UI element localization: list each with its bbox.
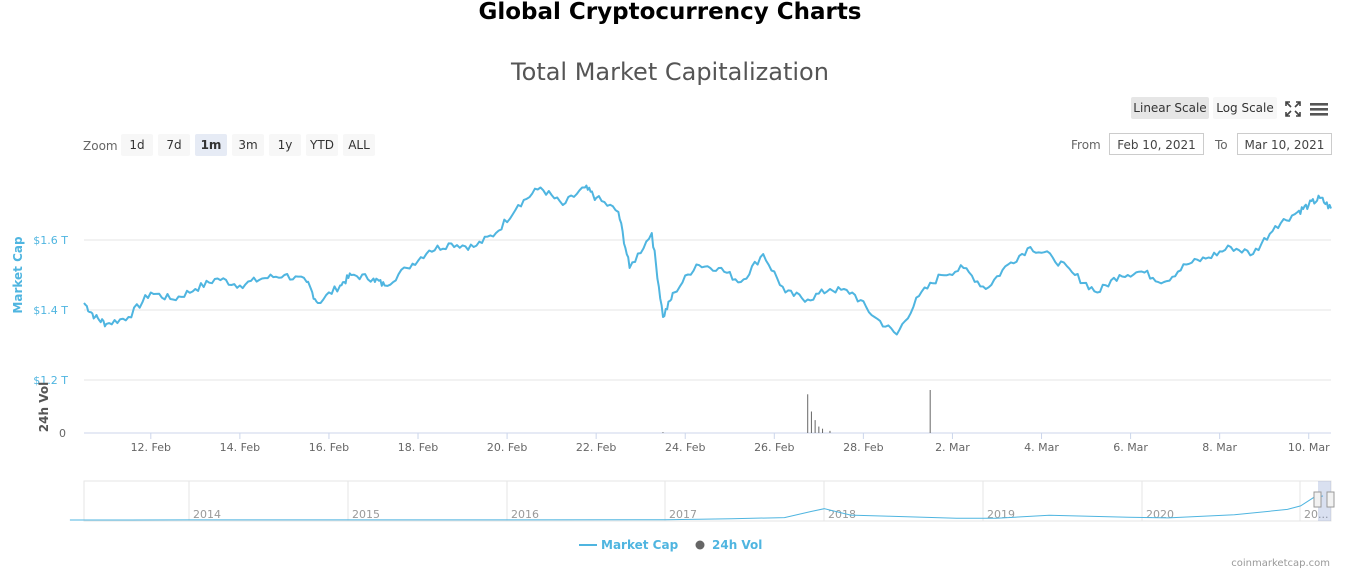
navigator-handle-left[interactable]: [1313, 491, 1322, 508]
y-tick-label: $1.4 T: [33, 304, 68, 317]
x-tick-label: 28. Feb: [843, 441, 883, 454]
zoom-3m-button[interactable]: 3m: [232, 134, 264, 156]
x-tick-label: 22. Feb: [576, 441, 616, 454]
range-from-label: From: [1071, 138, 1101, 152]
navigator-year-label: 20...: [1304, 508, 1329, 521]
page-title: Global Cryptocurrency Charts: [478, 0, 862, 25]
legend-volume-label[interactable]: 24h Vol: [712, 538, 762, 552]
navigator-year-label: 2018: [828, 508, 856, 521]
x-tick-label: 2. Mar: [935, 441, 970, 454]
zoom-7d-button[interactable]: 7d: [158, 134, 190, 156]
x-tick-label: 8. Mar: [1202, 441, 1237, 454]
x-tick-label: 16. Feb: [309, 441, 349, 454]
navigator-year-label: 2017: [669, 508, 697, 521]
linear-scale-button[interactable]: Linear Scale: [1131, 97, 1209, 119]
navigator-frame[interactable]: [83, 480, 1332, 522]
range-from-input[interactable]: Feb 10, 2021: [1109, 133, 1204, 155]
legend-volume-symbol: [695, 540, 705, 550]
navigator-handle-right[interactable]: [1326, 491, 1335, 508]
hamburger-menu-icon[interactable]: [1307, 97, 1331, 121]
navigator-year-label: 2014: [193, 508, 221, 521]
credit-link[interactable]: coinmarketcap.com: [1231, 558, 1330, 569]
navigator-selection-mask[interactable]: [1318, 481, 1331, 521]
navigator-year-label: 2019: [987, 508, 1015, 521]
market-cap-line[interactable]: [83, 184, 1332, 336]
y-tick-label: $1.6 T: [33, 234, 68, 247]
zoom-1d-button[interactable]: 1d: [121, 134, 153, 156]
zoom-ytd-button[interactable]: YTD: [306, 134, 338, 156]
navigator-year-label: 2020: [1146, 508, 1174, 521]
x-tick-label: 20. Feb: [487, 441, 527, 454]
x-tick-label: 6. Mar: [1113, 441, 1148, 454]
zoom-1y-button[interactable]: 1y: [269, 134, 301, 156]
zoom-all-button[interactable]: ALL: [343, 134, 375, 156]
log-scale-button[interactable]: Log Scale: [1213, 97, 1277, 119]
x-tick-label: 12. Feb: [131, 441, 171, 454]
fullscreen-icon[interactable]: [1281, 97, 1305, 121]
y-tick-label: $1.2 T: [33, 374, 68, 387]
range-to-label: To: [1215, 138, 1228, 152]
legend-market-cap-label[interactable]: Market Cap: [601, 538, 679, 552]
zoom-1m-button[interactable]: 1m: [195, 134, 227, 156]
volume-tick-label: 0: [59, 427, 66, 440]
range-to-input[interactable]: Mar 10, 2021: [1237, 133, 1332, 155]
volume-axis-label: 24h Vol: [37, 382, 51, 432]
x-tick-label: 4. Mar: [1024, 441, 1059, 454]
navigator-series-line: [69, 495, 1324, 521]
x-tick-label: 14. Feb: [220, 441, 260, 454]
zoom-label: Zoom: [83, 139, 118, 153]
x-tick-label: 26. Feb: [754, 441, 794, 454]
y-axis-label: Market Cap: [11, 236, 25, 314]
x-tick-label: 18. Feb: [398, 441, 438, 454]
x-tick-label: 10. Mar: [1288, 441, 1330, 454]
navigator-year-label: 2015: [352, 508, 380, 521]
navigator-year-label: 2016: [511, 508, 539, 521]
chart-title: Total Market Capitalization: [511, 58, 829, 86]
x-tick-label: 24. Feb: [665, 441, 705, 454]
